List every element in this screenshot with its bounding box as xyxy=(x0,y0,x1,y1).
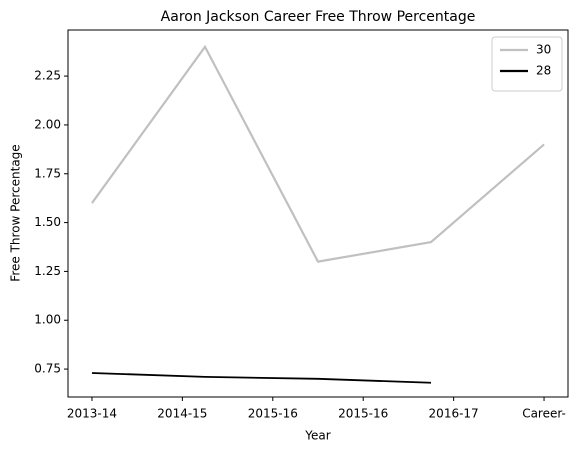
x-tick-label: 2015-16 xyxy=(338,407,388,421)
legend-box xyxy=(491,36,563,92)
y-tick-label: 1.75 xyxy=(34,166,61,180)
line xyxy=(91,372,432,384)
x-tick-label: Career- xyxy=(522,407,566,421)
x-tick-label: 2013-14 xyxy=(67,407,117,421)
y-tick-label: 2.25 xyxy=(34,69,61,83)
y-tick-label: 1.00 xyxy=(34,313,61,327)
legend-label: 28 xyxy=(536,64,551,78)
y-axis-label: Free Throw Percentage xyxy=(9,144,23,281)
y-tick-label: 1.50 xyxy=(34,215,61,229)
x-tick-label: 2016-17 xyxy=(429,407,479,421)
chart-title: Aaron Jackson Career Free Throw Percenta… xyxy=(161,9,476,25)
x-tick-label: 2014-15 xyxy=(157,407,207,421)
line xyxy=(91,44,545,263)
y-tick-label: 2.00 xyxy=(34,117,61,131)
y-tick-label: 1.25 xyxy=(34,264,61,278)
legend-label: 30 xyxy=(536,43,551,57)
y-tick-label: 0.75 xyxy=(34,362,61,376)
axes-frame xyxy=(67,29,569,398)
x-axis-label: Year xyxy=(304,429,330,443)
x-tick-label: 2015-16 xyxy=(248,407,298,421)
